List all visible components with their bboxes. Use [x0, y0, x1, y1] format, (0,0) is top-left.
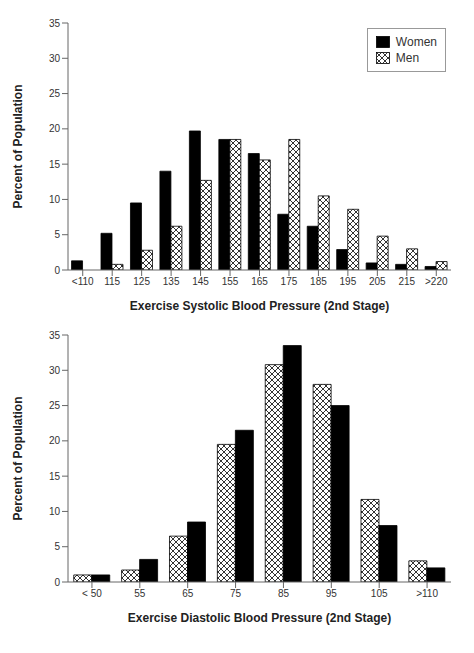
- svg-text:30: 30: [49, 53, 61, 64]
- svg-text:10: 10: [49, 506, 61, 517]
- svg-text:Percent of Population: Percent of Population: [11, 84, 25, 208]
- svg-text:>110: >110: [416, 588, 438, 599]
- svg-text:135: 135: [163, 276, 180, 287]
- svg-text:195: 195: [340, 276, 357, 287]
- svg-text:35: 35: [49, 18, 61, 29]
- svg-text:>220: >220: [425, 276, 448, 287]
- svg-text:30: 30: [49, 365, 61, 376]
- svg-text:0: 0: [54, 265, 60, 276]
- svg-text:115: 115: [104, 276, 120, 287]
- svg-text:0: 0: [54, 577, 60, 588]
- svg-text:85: 85: [278, 588, 290, 599]
- svg-text:15: 15: [49, 471, 61, 482]
- svg-text:145: 145: [192, 276, 209, 287]
- svg-text:55: 55: [134, 588, 146, 599]
- svg-text:105: 105: [371, 588, 388, 599]
- svg-text:< 50: < 50: [82, 588, 102, 599]
- svg-text:25: 25: [49, 400, 61, 411]
- svg-text:175: 175: [281, 276, 298, 287]
- svg-text:185: 185: [310, 276, 327, 287]
- svg-text:35: 35: [49, 330, 61, 341]
- svg-text:215: 215: [398, 276, 415, 287]
- svg-text:<110: <110: [72, 276, 94, 287]
- svg-text:20: 20: [49, 123, 61, 134]
- svg-text:Percent of Population: Percent of Population: [11, 396, 25, 520]
- svg-text:Exercise Diastolic Blood Press: Exercise Diastolic Blood Pressure (2nd S…: [128, 611, 391, 625]
- svg-text:Exercise Systolic Blood Pressu: Exercise Systolic Blood Pressure (2nd St…: [130, 299, 389, 313]
- svg-text:165: 165: [251, 276, 268, 287]
- svg-text:15: 15: [49, 159, 61, 170]
- svg-text:75: 75: [230, 588, 242, 599]
- svg-text:155: 155: [222, 276, 239, 287]
- svg-text:125: 125: [133, 276, 150, 287]
- html-text:Women: Women: [395, 35, 437, 49]
- svg-text:95: 95: [326, 588, 338, 599]
- html-text:Men: Men: [395, 51, 420, 65]
- svg-text:20: 20: [49, 435, 61, 446]
- svg-text:5: 5: [54, 229, 60, 240]
- svg-text:65: 65: [182, 588, 194, 599]
- svg-text:25: 25: [49, 88, 61, 99]
- svg-text:10: 10: [49, 194, 61, 205]
- svg-text:205: 205: [369, 276, 386, 287]
- svg-text:5: 5: [54, 541, 60, 552]
